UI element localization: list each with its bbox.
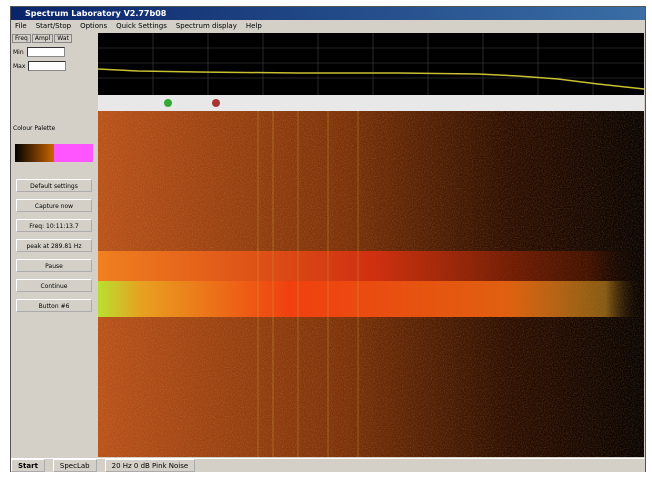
- button[interactable]: Continue: [16, 279, 92, 292]
- frequency-scale: [98, 95, 644, 111]
- button[interactable]: peak at 289.81 Hz: [16, 239, 92, 252]
- button[interactable]: Freq: 10:11:13.7: [16, 219, 92, 232]
- menu-bar: File Start/Stop Options Quick Settings S…: [11, 20, 649, 32]
- tab[interactable]: Ampl: [32, 34, 53, 43]
- title-bar: Spectrum Laboratory V2.77b08: [11, 7, 645, 20]
- button[interactable]: Capture now: [16, 199, 92, 212]
- section-label: Colour Palette: [13, 125, 95, 132]
- menu-item[interactable]: Help: [246, 20, 262, 32]
- waterfall-band: [98, 281, 644, 317]
- app-window: Spectrum Laboratory V2.77b08 File Start/…: [10, 6, 646, 472]
- input[interactable]: [27, 47, 65, 57]
- button[interactable]: Button #6: [16, 299, 92, 312]
- input[interactable]: [28, 61, 66, 71]
- menu-item[interactable]: Options: [80, 20, 107, 32]
- spectrum-display: [98, 33, 644, 457]
- taskbar: Start SpecLab 20 Hz 0 dB Pink Noise: [11, 458, 645, 472]
- tab[interactable]: Wat: [54, 34, 72, 43]
- palette: [15, 144, 93, 162]
- field: Max: [13, 61, 95, 71]
- menu-item[interactable]: Start/Stop: [36, 20, 71, 32]
- marker: [164, 99, 172, 107]
- button[interactable]: Pause: [16, 259, 92, 272]
- menu-item[interactable]: Spectrum display: [176, 20, 237, 32]
- tab[interactable]: Freq: [12, 34, 31, 43]
- task-item[interactable]: 20 Hz 0 dB Pink Noise: [105, 459, 196, 472]
- waterfall-band: [98, 251, 644, 281]
- field-label: Max: [13, 63, 25, 70]
- menu-item[interactable]: Quick Settings: [116, 20, 167, 32]
- button[interactable]: Default settings: [16, 179, 92, 192]
- marker: [212, 99, 220, 107]
- spectrum-graph: [98, 33, 644, 95]
- task-item[interactable]: SpecLab: [53, 459, 97, 472]
- field: Min: [13, 47, 95, 57]
- menu-item[interactable]: File: [15, 20, 27, 32]
- start-button[interactable]: Start: [11, 459, 45, 472]
- page: Spectrum Laboratory V2.77b08 File Start/…: [0, 0, 652, 477]
- field-label: Min: [13, 49, 24, 56]
